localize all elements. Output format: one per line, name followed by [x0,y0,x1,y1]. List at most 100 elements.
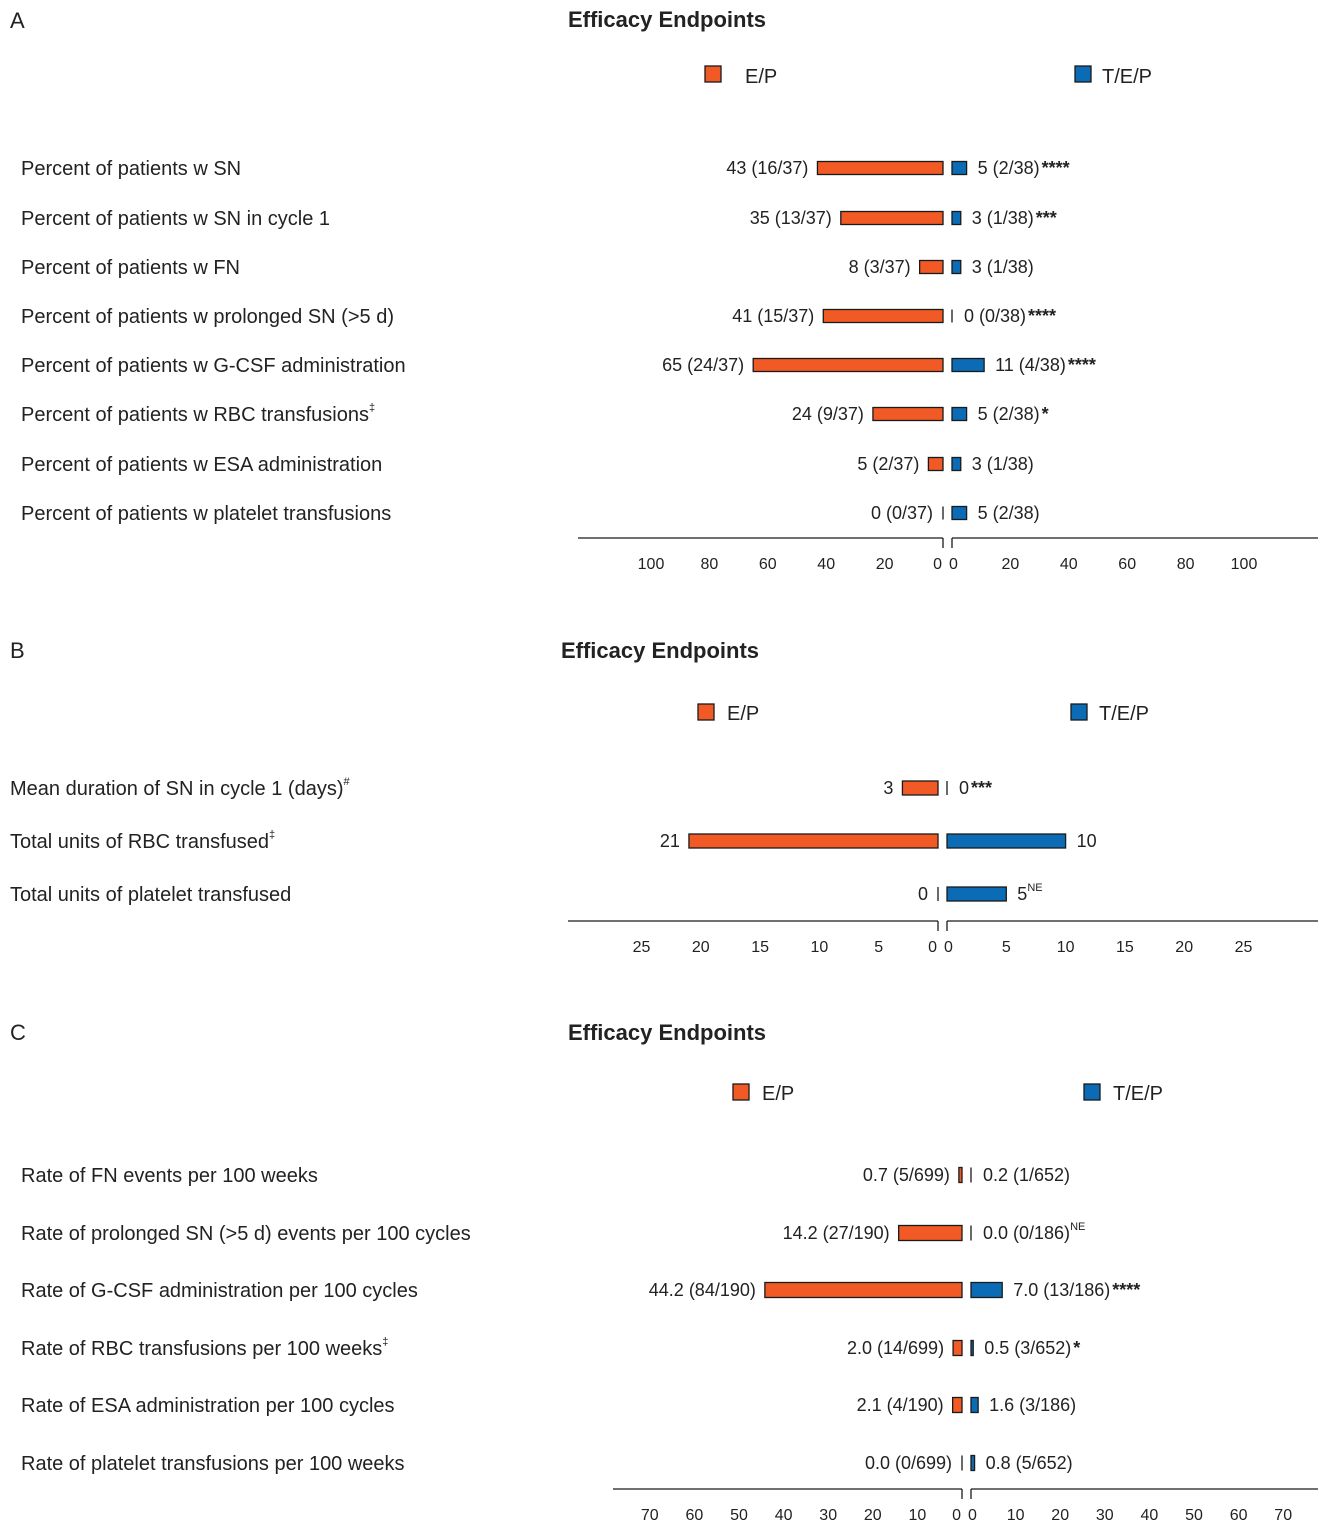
legend-label-tep: T/E/P [1113,1083,1163,1105]
bar-ep [764,1281,963,1299]
panel-title: Efficacy Endpoints [568,7,766,32]
value-label-tep-text: 0 [959,778,969,798]
tick-label-right: 25 [1235,939,1253,956]
tick-label-left: 10 [811,939,829,956]
value-label-tep: 1.6 (3/186) [989,1395,1076,1415]
tick-label-right: 0 [944,939,953,956]
value-label-tep: 5NE [1017,882,1042,904]
value-label-tep-text: 0 (0/38) [964,306,1026,326]
category-label: Percent of patients w SN [21,158,241,180]
legend-swatch-ep [732,1083,750,1101]
category-label: Percent of patients w ESA administration [21,454,382,476]
value-label-tep: 0 (0/38) **** [964,306,1056,326]
value-label-tep: 5 (2/38) **** [978,158,1070,178]
value-label-ep: 0 [918,884,928,904]
value-label-ep: 2.0 (14/699) [847,1338,944,1358]
tick-label-right: 100 [1231,556,1258,573]
category-label: Mean duration of SN in cycle 1 (days)# [10,776,351,800]
category-footnote-mark: ‡ [269,829,275,841]
bar-ep [840,210,944,226]
significance-mark: * [1073,1338,1080,1358]
panel-letter: B [10,638,25,663]
legend-label-tep: T/E/P [1099,703,1149,725]
category-footnote-mark: ‡ [382,1336,388,1348]
value-label-tep-text: 0.8 (5/652) [986,1453,1073,1473]
category-label: Rate of ESA administration per 100 cycle… [21,1395,395,1417]
value-label-tep: 3 (1/38) [972,257,1034,277]
value-label-tep-text: 5 (2/38) [978,158,1040,178]
tick-label-right: 60 [1230,1507,1248,1524]
category-label: Rate of FN events per 100 weeks [21,1165,318,1187]
tick-label-left: 5 [874,939,883,956]
tick-label-right: 70 [1274,1507,1292,1524]
tick-label-left: 30 [819,1507,837,1524]
panel-letter: C [10,1020,26,1045]
value-label-tep: 0.8 (5/652) [986,1453,1073,1473]
value-label-tep: 0.5 (3/652) * [984,1338,1080,1358]
legend-label-ep: E/P [762,1083,794,1105]
value-label-ep: 3 [883,778,893,798]
value-label-ep: 21 [660,831,680,851]
value-label-tep-text: 5 [1017,884,1027,904]
bar-tep [970,1281,1003,1299]
category-label-text: Rate of FN events per 100 weeks [21,1165,318,1187]
tick-label-right: 10 [1057,939,1075,956]
bar-tep [951,210,962,226]
panel-a: A Efficacy Endpoints E/P T/E/P Percent of pa… [10,7,1318,573]
tick-label-left: 60 [759,556,777,573]
legend-swatch-tep [1070,703,1088,721]
category-label: Percent of patients w SN in cycle 1 [21,208,330,230]
value-label-ep: 2.1 (4/190) [857,1395,944,1415]
tick-label-left: 0 [928,939,937,956]
value-label-tep: 0.0 (0/186)NE [983,1221,1085,1243]
category-footnote-mark: # [344,776,351,788]
bar-tep [951,357,985,373]
value-label-tep-text: 5 (2/38) [978,404,1040,424]
bar-ep [918,259,944,275]
value-label-tep-text: 7.0 (13/186) [1013,1280,1110,1300]
legend-label-tep: T/E/P [1102,66,1152,88]
tick-label-left: 40 [775,1507,793,1524]
significance-mark: * [1042,404,1049,424]
value-label-tep: 5 (2/38) [978,503,1040,523]
significance-mark: *** [971,778,992,798]
tick-label-left: 100 [638,556,665,573]
bar-ep [898,1224,963,1242]
category-label: Rate of G-CSF administration per 100 cyc… [21,1280,418,1302]
bar-tep [951,456,962,472]
category-footnote-mark: ‡ [369,402,375,414]
value-label-tep-text: 3 (1/38) [972,257,1034,277]
value-label-ep: 0.7 (5/699) [863,1165,950,1185]
tick-label-right: 20 [1175,939,1193,956]
panel-title: Efficacy Endpoints [568,1020,766,1045]
category-label-text: Percent of patients w SN [21,158,241,180]
value-label-tep-text: 0.0 (0/186) [983,1223,1070,1243]
legend-label-ep: E/P [745,66,777,88]
tick-label-left: 50 [730,1507,748,1524]
value-label-tep-text: 3 (1/38) [972,208,1034,228]
value-label-ep: 41 (15/37) [732,306,814,326]
category-label: Rate of RBC transfusions per 100 weeks‡ [21,1336,388,1360]
value-label-ep: 0 (0/37) [871,503,933,523]
tick-label-left: 0 [933,556,942,573]
tick-label-left: 25 [633,939,651,956]
value-label-ep: 14.2 (27/190) [783,1223,890,1243]
tick-label-right: 20 [1002,556,1020,573]
tick-label-left: 40 [817,556,835,573]
bar-tep [970,1454,976,1472]
value-label-tep: 10 [1077,831,1097,851]
value-label-ep: 5 (2/37) [857,454,919,474]
value-label-tep: 3 (1/38) [972,454,1034,474]
tick-label-right: 60 [1118,556,1136,573]
tick-label-right: 40 [1060,556,1078,573]
category-label: Rate of prolonged SN (>5 d) events per 1… [21,1223,471,1245]
category-label: Percent of patients w platelet transfusi… [21,503,391,525]
value-label-tep: 0 *** [959,778,992,798]
category-label: Percent of patients w FN [21,257,240,279]
value-label-tep-text: 0.2 (1/652) [983,1165,1070,1185]
tick-label-right: 0 [968,1507,977,1524]
tick-label-right: 15 [1116,939,1134,956]
bar-tep [946,833,1067,849]
tick-label-right: 5 [1002,939,1011,956]
